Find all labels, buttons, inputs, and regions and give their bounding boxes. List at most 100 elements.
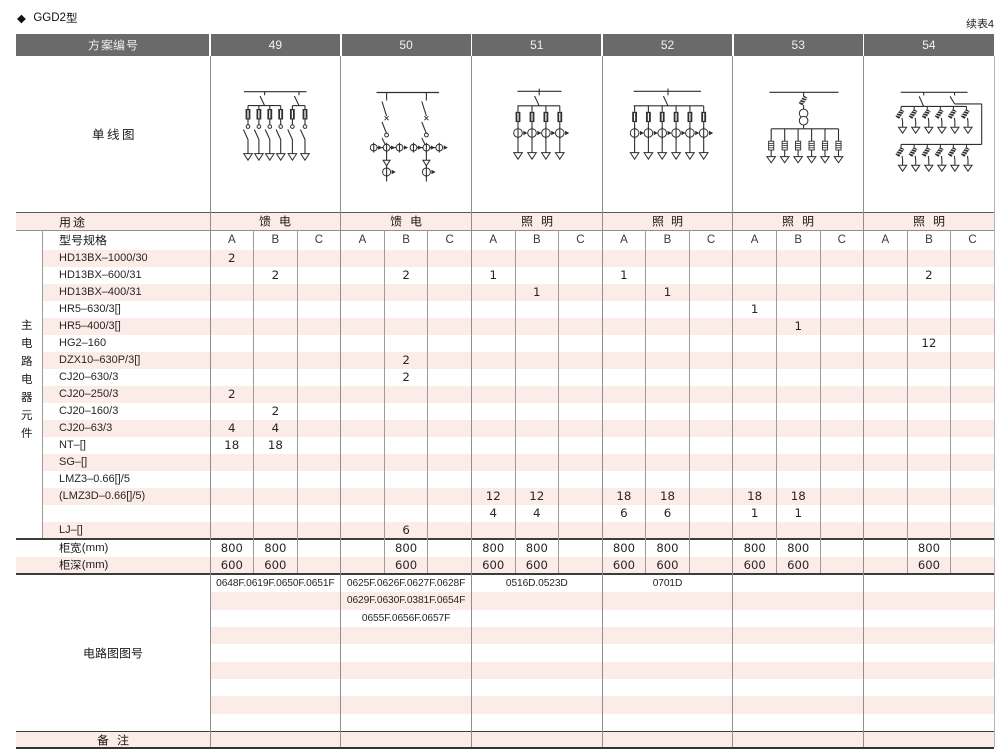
cjk-glyph bbox=[95, 234, 107, 246]
usage-value bbox=[602, 213, 733, 230]
header-scheme-number: 53 bbox=[791, 38, 805, 53]
component-qty-value: 12 bbox=[485, 489, 501, 503]
main-circuit-components-label-char bbox=[21, 355, 34, 368]
grid-hline bbox=[15, 747, 995, 750]
cjk-glyph bbox=[933, 216, 944, 227]
grid-vline bbox=[470, 56, 472, 748]
grid-vline bbox=[296, 230, 298, 574]
component-row-label: DZX10–630P/3[] bbox=[59, 354, 141, 366]
cjk-glyph bbox=[83, 234, 95, 246]
drawing-number-value: 0516D.0523D bbox=[505, 578, 568, 590]
component-qty-value: 2 bbox=[228, 251, 236, 265]
cabinet-width-value: 800 bbox=[787, 541, 810, 556]
component-qty-value: 1 bbox=[750, 506, 759, 520]
usage-value bbox=[341, 213, 472, 230]
spec-subcol-header: C bbox=[445, 233, 454, 246]
scheme-50-feeder-single-line-diagram bbox=[369, 92, 448, 182]
component-qty-value: 4 bbox=[489, 506, 497, 520]
cjk-glyph bbox=[71, 234, 83, 246]
component-row-label: LMZ3–0.66[]/5 bbox=[59, 473, 130, 485]
main-circuit-components-label-char bbox=[21, 408, 34, 421]
cjk-glyph bbox=[131, 647, 142, 658]
cjk-glyph bbox=[97, 734, 109, 746]
component-qty-value: 6 bbox=[620, 506, 628, 520]
component-qty-value: 2 bbox=[271, 268, 280, 282]
diagram-row-label bbox=[16, 56, 211, 212]
spec-subcol-header: B bbox=[663, 233, 672, 246]
cjk-glyph bbox=[107, 128, 119, 141]
main-circuit-components-label-char bbox=[21, 319, 34, 332]
cjk-glyph bbox=[966, 18, 977, 29]
component-qty-value: 18 bbox=[616, 489, 632, 503]
cabinet-depth-value: 600 bbox=[482, 557, 505, 572]
cabinet-width-value: 800 bbox=[525, 541, 548, 556]
component-qty-value: 4 bbox=[271, 421, 280, 435]
cjk-glyph bbox=[22, 373, 33, 384]
header-scheme-number: 49 bbox=[268, 38, 283, 53]
cjk-glyph bbox=[59, 559, 70, 571]
component-row-stripe bbox=[42, 249, 995, 267]
component-qty-value: 1 bbox=[750, 302, 759, 316]
grid-vline bbox=[601, 56, 603, 748]
component-row-label: CJ20–160/3 bbox=[59, 405, 119, 417]
component-qty-value: 6 bbox=[402, 523, 410, 537]
component-qty-value: 1 bbox=[663, 285, 672, 299]
cabinet-depth-row-label: (mm) bbox=[59, 557, 139, 574]
cjk-glyph bbox=[803, 216, 814, 227]
component-row-label: SG–[] bbox=[59, 456, 88, 468]
scheme-49-feeder-single-line-diagram bbox=[242, 91, 311, 162]
cjk-glyph bbox=[21, 427, 32, 438]
cjk-glyph bbox=[541, 216, 552, 227]
grid-vline bbox=[950, 230, 952, 574]
scheme-52-lighting-single-line-diagram bbox=[629, 88, 714, 161]
cabinet-width-row-label: (mm) bbox=[59, 540, 139, 557]
cjk-glyph bbox=[92, 128, 104, 141]
component-qty-value: 1 bbox=[794, 506, 802, 520]
component-row-label: CJ20–630/3 bbox=[59, 371, 119, 383]
scheme-53-lighting-single-line-diagram bbox=[765, 91, 844, 164]
grid-vline bbox=[209, 56, 211, 748]
usage-value bbox=[733, 213, 864, 230]
cabinet-width-value: 800 bbox=[612, 541, 635, 556]
header-scheme-number: 52 bbox=[660, 38, 675, 53]
drawing-number-value: 0648F.0619F.0650F.0651F bbox=[216, 578, 335, 590]
drawing-section-label bbox=[16, 645, 211, 660]
component-row-label: HR5–400/3[] bbox=[59, 320, 121, 332]
component-qty-value: 18 bbox=[659, 489, 675, 503]
cjk-glyph bbox=[280, 215, 291, 227]
grid-vline bbox=[383, 230, 385, 574]
component-qty-value: 18 bbox=[267, 438, 283, 452]
header-scheme-number: 50 bbox=[399, 38, 413, 53]
component-row-label: HG2–160 bbox=[59, 337, 107, 349]
spec-subcol-header: B bbox=[271, 233, 280, 246]
continued-table-note: 4 bbox=[966, 18, 994, 31]
spec-subcol-header: C bbox=[968, 233, 977, 246]
component-row-label: CJ20–63/3 bbox=[59, 422, 113, 434]
cjk-glyph bbox=[117, 734, 129, 746]
cjk-glyph bbox=[782, 216, 794, 227]
component-qty-value: 18 bbox=[224, 438, 240, 452]
cabinet-width-value: 800 bbox=[656, 541, 679, 556]
cjk-glyph bbox=[73, 215, 85, 228]
main-circuit-components-label-char bbox=[21, 426, 34, 439]
spec-subcol-header: B bbox=[925, 233, 933, 246]
drawing-number-value: 0655F.0656F.0657F bbox=[361, 612, 451, 624]
component-row-stripe bbox=[42, 419, 995, 437]
drawing-number-value: 0701D bbox=[652, 578, 683, 590]
component-qty-value: 2 bbox=[271, 404, 280, 418]
spec-subcol-header: B bbox=[402, 233, 410, 246]
spec-subcol-header: A bbox=[227, 233, 236, 246]
component-qty-value: 12 bbox=[921, 336, 937, 350]
cjk-glyph bbox=[652, 216, 664, 227]
spec-subcol-header: A bbox=[489, 233, 498, 246]
component-qty-value: 18 bbox=[790, 489, 806, 503]
cjk-glyph bbox=[21, 319, 32, 330]
component-row-stripe bbox=[42, 453, 995, 471]
component-row-stripe bbox=[42, 351, 995, 369]
remark-row-stripe bbox=[15, 732, 995, 748]
component-qty-value: 4 bbox=[228, 421, 236, 435]
spec-subcol-header: C bbox=[706, 233, 716, 246]
grid-vline bbox=[340, 56, 342, 748]
grid-vline bbox=[42, 230, 43, 539]
